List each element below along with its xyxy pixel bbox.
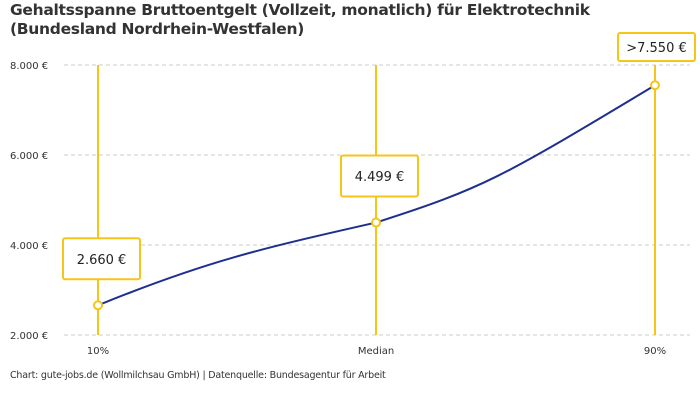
data-label: 2.660 € [77, 253, 127, 268]
data-point [650, 80, 660, 91]
data-label: >7.550 € [626, 41, 687, 56]
x-tick-label: Median [358, 346, 394, 357]
data-point [371, 217, 381, 228]
chart-title: Gehaltsspanne Bruttoentgelt (Vollzeit, m… [10, 1, 590, 38]
data-label-box [62, 237, 141, 281]
y-tick-label: 2.000 € [10, 331, 48, 342]
x-tick-label: 90% [644, 346, 666, 357]
data-label-box [617, 32, 696, 62]
y-tick-label: 4.000 € [10, 241, 48, 252]
chart-source: Chart: gute-jobs.de (Wollmilchsau GmbH) … [10, 370, 386, 381]
y-tick-label: 6.000 € [10, 151, 48, 162]
data-point [93, 300, 103, 311]
y-tick-label: 8.000 € [10, 61, 48, 72]
data-label: 4.499 € [355, 170, 405, 185]
data-label-box [340, 154, 419, 198]
x-tick-label: 10% [87, 346, 109, 357]
